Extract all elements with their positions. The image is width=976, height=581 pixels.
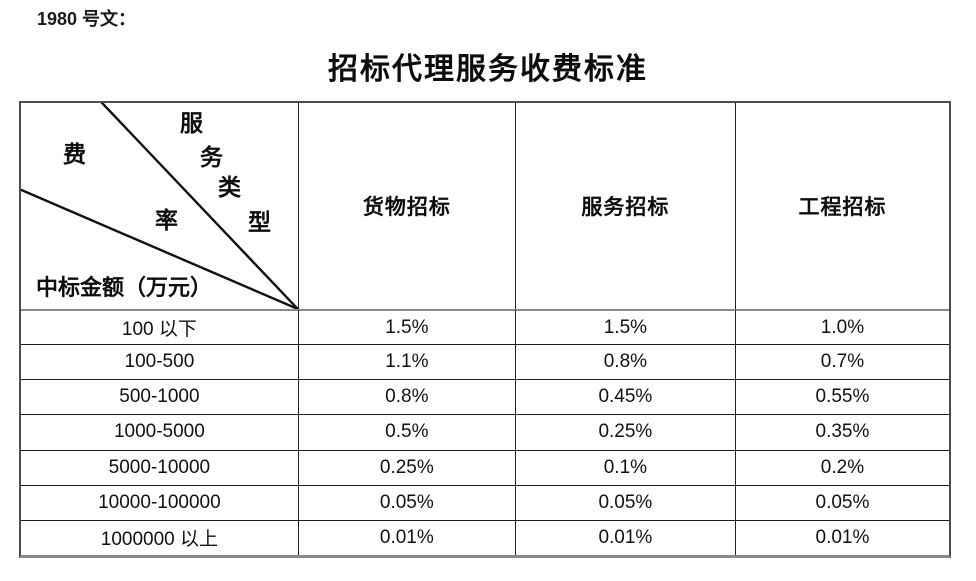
fee-value-cell: 0.2%: [734, 449, 949, 485]
row-amount-label: 5000-10000: [21, 449, 298, 485]
fee-value-cell: 0.35%: [734, 414, 949, 450]
fee-value-cell: 1.1%: [297, 344, 515, 380]
fee-value-cell: 0.55%: [734, 379, 949, 415]
fee-value-cell: 0.01%: [514, 519, 735, 555]
column-header-goods-tender: 货物招标: [297, 103, 515, 309]
fee-value-cell: 0.01%: [297, 519, 515, 555]
table-corner-cell: 服 费 务 类 率 型 中标金额（万元）: [21, 103, 298, 309]
fee-value-cell: 0.8%: [514, 344, 735, 380]
column-header-service-tender: 服务招标: [514, 103, 735, 309]
column-header-works-tender: 工程招标: [734, 103, 949, 309]
fee-value-cell: 0.1%: [514, 449, 735, 485]
fee-value-cell: 0.05%: [734, 484, 949, 520]
diagonal-divider-lines: [21, 103, 298, 309]
row-amount-label: 1000-5000: [21, 414, 298, 449]
row-amount-label: 500-1000: [21, 379, 298, 414]
fee-value-cell: 1.0%: [734, 309, 949, 345]
row-amount-label: 100 以下: [21, 309, 298, 344]
corner-char-service-4: 型: [248, 210, 271, 235]
corner-char-fee-2: 率: [155, 208, 178, 233]
fee-rate-table: 服 费 务 类 率 型 中标金额（万元） 货物招标 服务招标 工程招标 100 …: [19, 101, 951, 558]
fee-value-cell: 0.05%: [297, 484, 515, 520]
corner-char-service-1: 服: [180, 111, 203, 136]
row-amount-label: 10000-100000: [21, 484, 298, 520]
fee-value-cell: 0.01%: [734, 519, 949, 555]
corner-char-service-3: 类: [218, 175, 241, 200]
fee-value-cell: 0.8%: [297, 379, 515, 415]
row-amount-label: 1000000 以上: [21, 519, 298, 555]
doc-number: 1980 号文：: [37, 9, 137, 29]
fee-value-cell: 0.7%: [734, 344, 949, 380]
fee-value-cell: 0.25%: [297, 449, 515, 485]
fee-value-cell: 0.05%: [514, 484, 735, 520]
corner-char-fee-1: 费: [63, 142, 86, 167]
page-title: 招标代理服务收费标准: [328, 53, 648, 86]
fee-value-cell: 1.5%: [514, 309, 735, 345]
fee-value-cell: 0.25%: [514, 414, 735, 450]
fee-value-cell: 0.45%: [514, 379, 735, 415]
corner-char-service-2: 务: [200, 145, 223, 170]
fee-value-cell: 1.5%: [297, 309, 515, 345]
row-amount-label: 100-500: [21, 344, 298, 379]
corner-amount-label: 中标金额（万元）: [36, 275, 213, 300]
fee-value-cell: 0.5%: [297, 414, 515, 450]
